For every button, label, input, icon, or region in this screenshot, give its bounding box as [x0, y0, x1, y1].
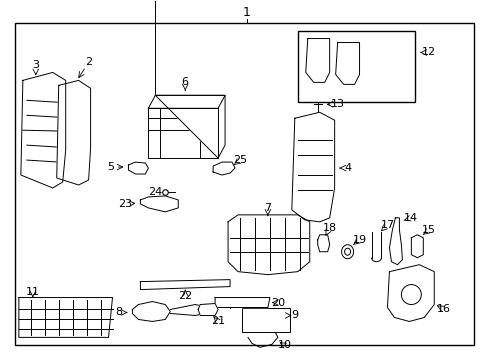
Text: 14: 14 — [404, 213, 418, 223]
Text: 8: 8 — [115, 307, 122, 318]
Text: 16: 16 — [436, 305, 450, 315]
Text: 10: 10 — [277, 340, 291, 350]
Bar — [297, 31, 414, 102]
Polygon shape — [140, 280, 229, 289]
Polygon shape — [410, 235, 423, 258]
Polygon shape — [148, 108, 218, 158]
Text: 18: 18 — [322, 223, 336, 233]
Polygon shape — [19, 298, 112, 337]
Polygon shape — [213, 162, 235, 175]
Polygon shape — [128, 162, 148, 174]
Text: 12: 12 — [421, 48, 435, 58]
Text: 15: 15 — [422, 225, 435, 235]
Polygon shape — [132, 302, 170, 321]
Text: 22: 22 — [178, 291, 192, 301]
Text: 9: 9 — [291, 310, 298, 320]
Polygon shape — [335, 42, 359, 84]
Polygon shape — [291, 112, 334, 222]
Text: 19: 19 — [352, 235, 366, 245]
Text: 13: 13 — [330, 99, 344, 109]
Polygon shape — [155, 95, 224, 158]
Text: 3: 3 — [32, 60, 39, 71]
Polygon shape — [386, 265, 433, 321]
Polygon shape — [227, 215, 309, 275]
Polygon shape — [317, 235, 329, 252]
Text: 7: 7 — [264, 203, 271, 213]
Polygon shape — [148, 95, 224, 108]
Text: 5: 5 — [107, 162, 114, 172]
Polygon shape — [305, 39, 329, 82]
Polygon shape — [140, 196, 178, 212]
Text: 17: 17 — [380, 220, 394, 230]
Polygon shape — [215, 298, 269, 307]
Polygon shape — [198, 303, 218, 315]
Text: 2: 2 — [85, 58, 92, 67]
Text: 20: 20 — [270, 297, 285, 307]
Text: 11: 11 — [26, 287, 40, 297]
Polygon shape — [57, 80, 90, 185]
Polygon shape — [21, 72, 65, 188]
Text: 21: 21 — [211, 316, 224, 327]
Text: 25: 25 — [232, 155, 246, 165]
Text: 4: 4 — [344, 163, 350, 173]
Text: 24: 24 — [148, 187, 162, 197]
Text: 1: 1 — [243, 6, 250, 19]
Bar — [242, 307, 289, 332]
Text: 6: 6 — [182, 77, 188, 87]
Text: 23: 23 — [118, 199, 132, 209]
